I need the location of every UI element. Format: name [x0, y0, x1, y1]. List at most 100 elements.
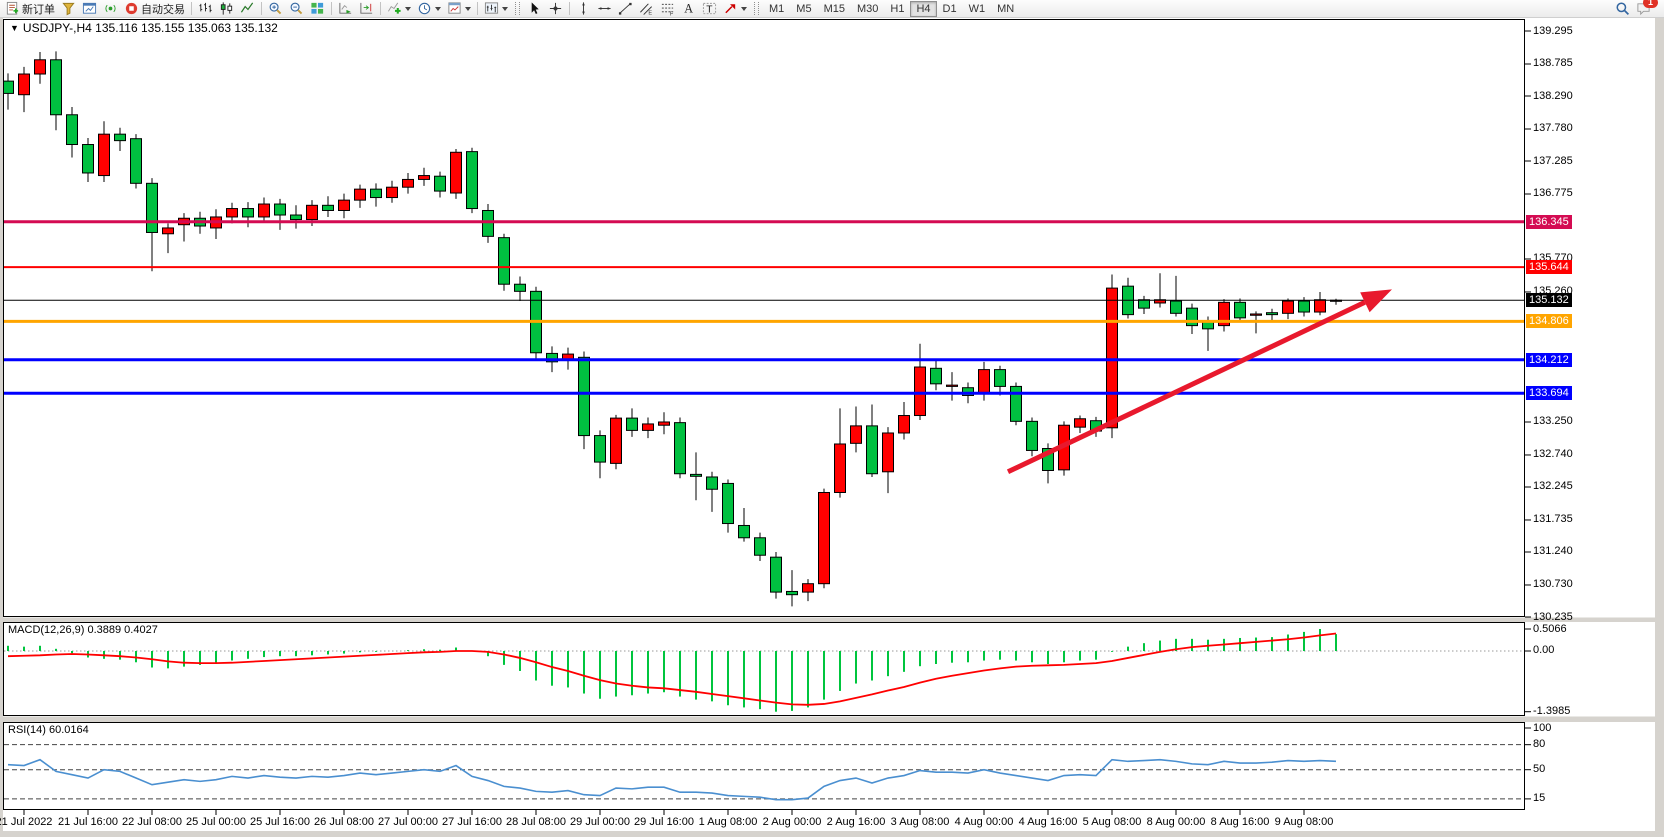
text-button[interactable]: [678, 0, 699, 18]
main-toolbar: 新订单 自动交易 M1 M5 M15 M30 H1 H4 D1 W1 MN 1: [0, 0, 1664, 18]
timeframe-W1-button[interactable]: W1: [968, 2, 986, 15]
trendline-button[interactable]: [615, 0, 636, 18]
timeframe-M30-button[interactable]: M30: [856, 2, 879, 15]
chart-shift-icon: [359, 1, 374, 16]
timeframe-H1-button[interactable]: H1: [890, 2, 905, 15]
candle-body: [818, 491, 830, 585]
timeframe-MN-button[interactable]: MN: [997, 2, 1015, 15]
candle-body: [402, 178, 414, 188]
autotrade-label: 自动交易: [141, 3, 185, 16]
dropdown-caret-icon[interactable]: [435, 6, 441, 11]
candle-body: [242, 208, 254, 218]
candle-body: [690, 473, 702, 477]
signal-icon: [103, 1, 118, 16]
zoom-in-icon: [268, 1, 283, 16]
candle-body: [290, 214, 302, 221]
dropdown-caret-icon[interactable]: [741, 6, 747, 11]
candle-body: [834, 443, 846, 493]
macd-signal-line: [7, 632, 1337, 706]
candle-body: [1234, 301, 1246, 319]
chart-shift-button[interactable]: [356, 0, 377, 18]
search-button[interactable]: [1612, 0, 1633, 18]
candle-body: [514, 283, 526, 292]
chat-button[interactable]: 1: [1633, 0, 1658, 18]
trend-arrow-line[interactable]: [1006, 300, 1366, 475]
hline-icon: [597, 1, 612, 16]
zoom-in-button[interactable]: [265, 0, 286, 18]
candle-body: [898, 415, 910, 434]
period-button[interactable]: [414, 0, 444, 18]
candle-body: [882, 432, 894, 473]
candle-body: [1010, 385, 1022, 422]
candle-body: [418, 175, 430, 180]
chart-type-icon: [484, 1, 499, 16]
zoom-out-button[interactable]: [286, 0, 307, 18]
line-chart-icon: [240, 1, 255, 16]
signal-button[interactable]: [100, 0, 121, 18]
chart-title: ▼ USDJPY-,H4 135.116 135.155 135.063 135.…: [10, 21, 278, 35]
fibo-button[interactable]: [657, 0, 678, 18]
candle-body: [1314, 299, 1326, 313]
vline-button[interactable]: [573, 0, 594, 18]
chart-window-button[interactable]: [79, 0, 100, 18]
macd-indicator-label: MACD(12,26,9) 0.3889 0.4027: [8, 624, 158, 636]
template-button[interactable]: [444, 0, 474, 18]
dropdown-caret-icon[interactable]: [502, 6, 508, 11]
candle-body: [754, 537, 766, 556]
line-chart-button[interactable]: [237, 0, 258, 18]
candle-body: [18, 73, 30, 96]
candle-body: [738, 524, 750, 539]
candle-body: [1186, 307, 1198, 327]
autotrade-button[interactable]: 自动交易: [121, 0, 188, 18]
new-order-button[interactable]: 新订单: [2, 0, 58, 18]
dropdown-caret-icon[interactable]: [465, 6, 471, 11]
funnel-icon: [61, 1, 76, 16]
auto-scroll-button[interactable]: [335, 0, 356, 18]
candle-body: [594, 435, 606, 463]
funnel-button[interactable]: [58, 0, 79, 18]
candle-body: [1218, 301, 1230, 327]
indicators-icon: [387, 1, 402, 16]
candle-chart-icon: [219, 1, 234, 16]
text-icon: [681, 1, 696, 16]
candle-body: [1106, 287, 1118, 429]
dropdown-caret-icon[interactable]: [405, 6, 411, 11]
new-order-label: 新订单: [22, 3, 55, 16]
arrows-button[interactable]: [720, 0, 750, 18]
chat-unread-badge: 1: [1643, 0, 1658, 8]
timeframe-M15-button[interactable]: M15: [823, 2, 845, 15]
candle-body: [370, 188, 382, 199]
toolbar-grip[interactable]: [515, 2, 520, 15]
label-button[interactable]: [699, 0, 720, 18]
candle-chart-button[interactable]: [216, 0, 237, 18]
toolbar-separator: [477, 2, 478, 15]
channel-button[interactable]: [636, 0, 657, 18]
symbol-dropdown-icon[interactable]: ▼: [10, 23, 19, 33]
rsi-line: [7, 758, 1337, 801]
candle-body: [482, 209, 494, 237]
timeframe-D1-button[interactable]: D1: [942, 2, 957, 15]
tile-windows-button[interactable]: [307, 0, 328, 18]
hline-button[interactable]: [594, 0, 615, 18]
bar-chart-button[interactable]: [195, 0, 216, 18]
toolbar-grip[interactable]: [754, 2, 759, 15]
candle-body: [914, 366, 926, 417]
candle-body: [146, 182, 158, 233]
candle-body: [1298, 300, 1310, 313]
candle-body: [946, 384, 958, 387]
search-icon: [1615, 1, 1630, 16]
toolbar-right-group: 1: [1612, 0, 1658, 18]
fibo-icon: [660, 1, 675, 16]
indicators-button[interactable]: [384, 0, 414, 18]
candle-body: [226, 208, 238, 218]
candle-body: [1074, 418, 1086, 428]
timeframe-M5-button[interactable]: M5: [796, 2, 812, 15]
candle-body: [674, 422, 686, 475]
timeframe-H4-button[interactable]: H4: [910, 0, 937, 17]
cursor-button[interactable]: [524, 0, 545, 18]
crosshair-button[interactable]: [545, 0, 566, 18]
chart-type-button[interactable]: [481, 0, 511, 18]
timeframe-M1-button[interactable]: M1: [769, 2, 785, 15]
